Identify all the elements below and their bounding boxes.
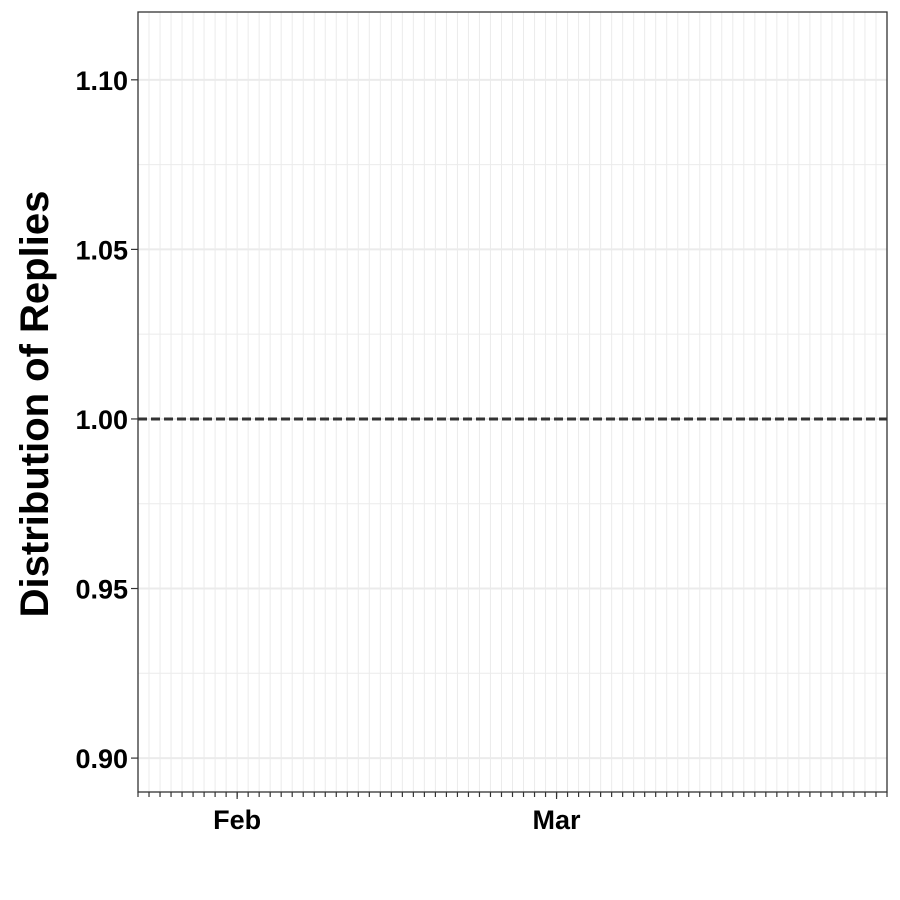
- x-tick-label: Mar: [533, 805, 582, 835]
- y-axis-title: Distribution of Replies: [13, 191, 57, 618]
- axis-ticks: [131, 79, 888, 799]
- y-tick-label: 0.90: [75, 744, 128, 774]
- x-tick-label: Feb: [213, 805, 261, 835]
- y-tick-label: 0.95: [75, 575, 128, 605]
- tick-labels: 0.90 0.95 1.00 1.05 1.10 Feb Mar: [75, 66, 581, 835]
- y-tick-label: 1.05: [75, 235, 128, 265]
- y-tick-label: 1.00: [75, 405, 128, 435]
- y-tick-label: 1.10: [75, 66, 128, 96]
- grid: [137, 12, 888, 792]
